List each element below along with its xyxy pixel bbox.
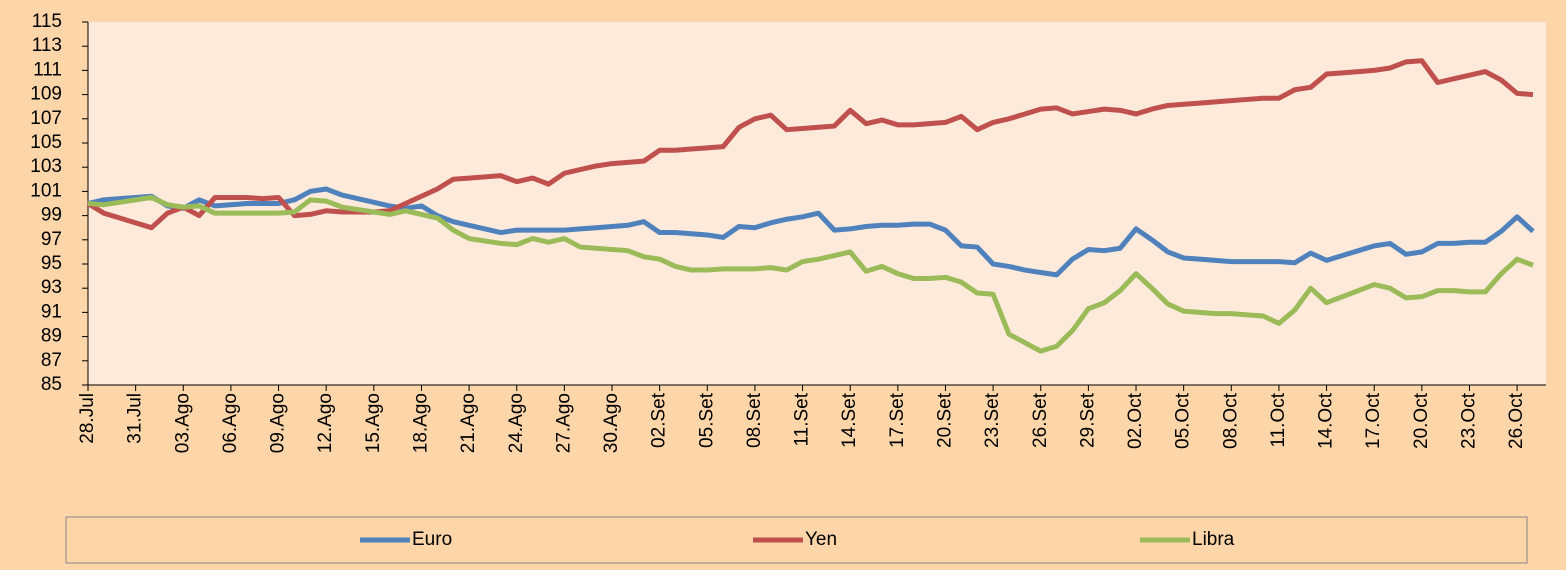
x-tick-label: 21.Ago (458, 393, 479, 453)
x-tick-label: 15.Ago (363, 393, 384, 453)
x-tick-label: 26.Oct (1506, 392, 1527, 449)
series-line (87, 186, 1535, 278)
y-tick-label: 89 (41, 326, 62, 347)
y-tick-label: 105 (30, 132, 62, 153)
y-tick-label: 115 (32, 11, 62, 32)
y-tick-label: 99 (41, 205, 62, 226)
x-tick-label: 12.Ago (315, 393, 336, 453)
y-tick-label: 103 (30, 156, 62, 177)
x-tick-label: 09.Ago (268, 393, 289, 453)
x-tick-label: 23.Oct (1458, 392, 1479, 449)
x-tick-label: 24.Ago (506, 393, 527, 453)
y-tick-label: 101 (30, 180, 62, 201)
y-tick-label: 91 (41, 301, 62, 322)
x-tick-label: 08.Oct (1220, 392, 1241, 449)
x-tick-label: 30.Ago (601, 393, 622, 453)
y-tick-label: 109 (30, 84, 62, 105)
x-tick-label: 03.Ago (172, 393, 193, 453)
y-tick-label: 97 (41, 229, 62, 250)
x-tick-label: 11.Set (792, 392, 813, 446)
x-tick-label: 23.Set (982, 392, 1003, 448)
series-line (87, 194, 1534, 354)
x-tick-label: 31.Jul (125, 393, 146, 444)
legend-label: Yen (805, 529, 837, 550)
x-tick-label: 14.Oct (1316, 392, 1337, 449)
y-tick-label: 113 (32, 35, 62, 56)
x-tick-label: 05.Set (696, 392, 717, 448)
x-tick-label: 02.Set (649, 392, 670, 448)
x-tick-label: 11.Oct (1268, 392, 1289, 447)
x-tick-label: 17.Set (887, 392, 908, 448)
x-tick-label: 28.Jul (77, 393, 98, 444)
y-tick-label: 95 (41, 253, 62, 274)
x-tick-label: 26.Set (1030, 392, 1051, 448)
y-tick-label: 85 (41, 374, 62, 395)
x-tick-label: 05.Oct (1173, 392, 1194, 449)
series-line (86, 58, 1534, 231)
y-tick-label: 93 (41, 277, 62, 298)
x-tick-label: 20.Oct (1411, 392, 1432, 449)
x-tick-label: 02.Oct (1125, 392, 1146, 449)
x-tick-label: 17.Oct (1363, 392, 1384, 449)
x-tick-label: 18.Ago (410, 393, 431, 453)
y-tick-label: 107 (30, 108, 62, 129)
x-tick-label: 08.Set (744, 392, 765, 448)
x-tick-label: 27.Ago (553, 393, 574, 453)
x-tick-label: 06.Ago (220, 393, 241, 453)
legend-label: Euro (412, 529, 452, 550)
legend-label: Libra (1192, 529, 1235, 550)
x-tick-label: 20.Set (934, 392, 955, 448)
y-tick-label: 87 (41, 350, 62, 371)
x-tick-label: 29.Set (1077, 392, 1098, 448)
x-tick-label: 14.Set (839, 392, 860, 448)
y-tick-label: 111 (33, 59, 62, 80)
